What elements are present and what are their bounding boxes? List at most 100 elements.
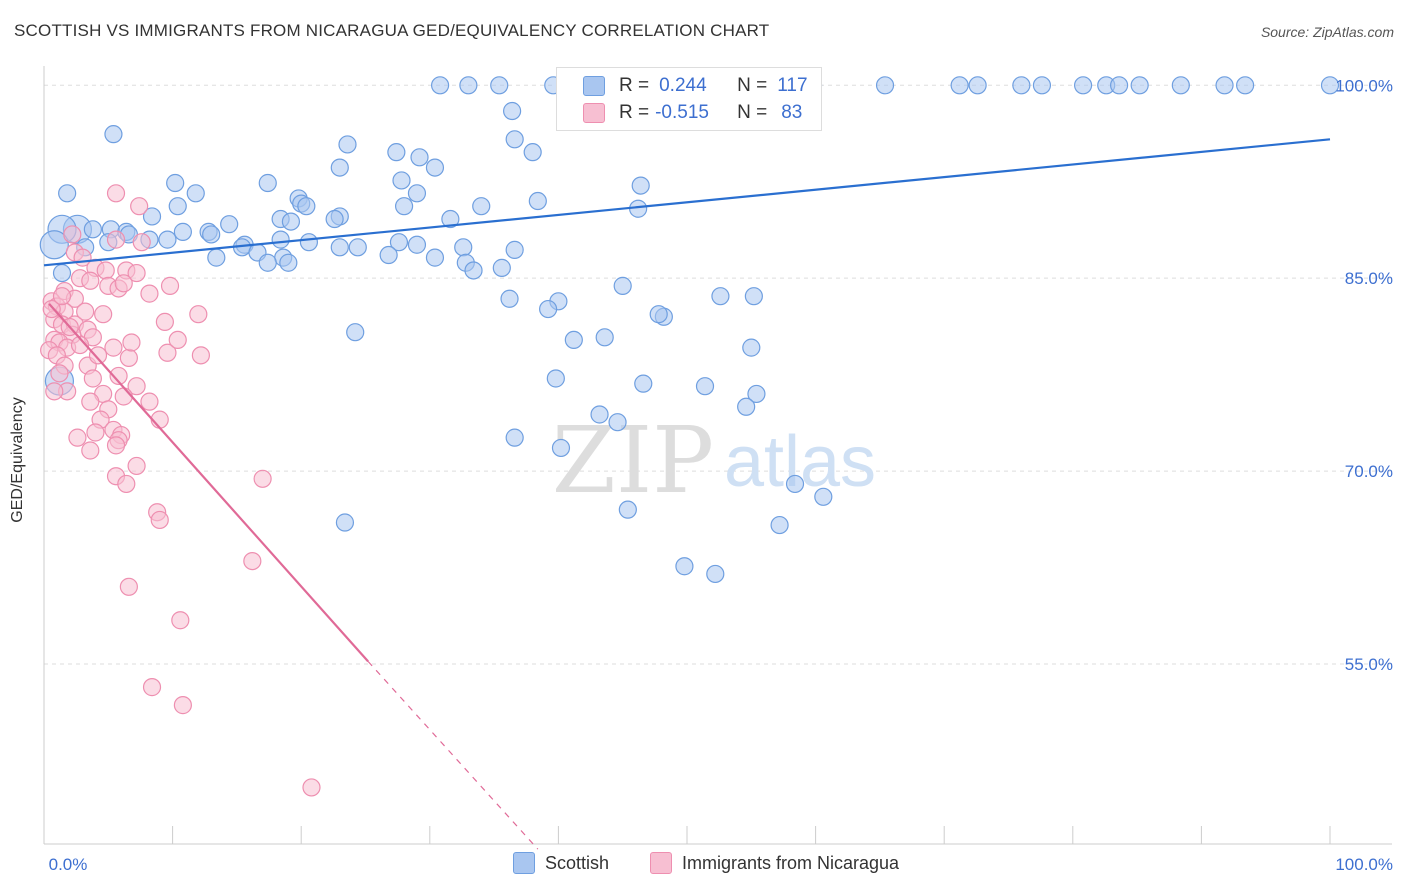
legend-label-nicaragua: Immigrants from Nicaragua xyxy=(682,852,900,873)
stats-n-label: N = xyxy=(737,75,768,96)
nicaragua-point xyxy=(119,348,138,368)
scottish-point xyxy=(785,474,805,494)
nicaragua-point xyxy=(119,577,138,596)
nicaragua-point xyxy=(171,611,190,630)
scottish-point xyxy=(104,125,123,144)
nicaragua-point xyxy=(142,678,162,697)
scottish-point xyxy=(52,263,72,283)
nicaragua-point xyxy=(88,346,108,365)
nicaragua-point xyxy=(81,392,100,411)
scottish-point xyxy=(258,253,277,272)
scottish-trend-line xyxy=(43,138,1331,267)
scottish-point xyxy=(392,171,411,190)
scottish-point xyxy=(490,76,509,95)
scottish-point xyxy=(595,328,614,347)
scottish-point xyxy=(186,184,205,203)
y-tick-label: 55.0% xyxy=(1345,655,1393,674)
scottish-point xyxy=(472,197,491,216)
nicaragua-point xyxy=(158,343,177,362)
nicaragua-point xyxy=(155,312,174,332)
scottish-point xyxy=(425,158,445,177)
scottish-point xyxy=(142,207,162,226)
nicaragua-point xyxy=(52,287,72,306)
nicaragua-point xyxy=(140,284,159,303)
nicaragua-point xyxy=(140,392,159,411)
scottish-point xyxy=(168,197,187,216)
scottish-point xyxy=(464,261,483,280)
y-tick-label: 85.0% xyxy=(1345,269,1393,288)
scottish-point xyxy=(613,276,632,295)
chart-title: SCOTTISH VS IMMIGRANTS FROM NICARAGUA GE… xyxy=(14,21,770,40)
legend-label-scottish: Scottish xyxy=(545,852,610,873)
stats-legend-box: R = 0.244 N = 117 R = -0.515 N = 83 xyxy=(556,67,822,131)
scottish-point xyxy=(158,230,177,249)
scottish-point xyxy=(564,330,583,350)
scottish-point xyxy=(505,130,524,149)
nicaragua-point xyxy=(106,230,126,249)
watermark: ZIP atlas xyxy=(552,407,876,514)
scottish-point xyxy=(492,258,511,277)
scottish-point xyxy=(747,384,766,404)
nicaragua-point xyxy=(106,436,126,455)
scottish-point xyxy=(675,557,694,576)
scottish-point xyxy=(649,305,668,324)
scottish-point xyxy=(279,253,298,272)
stats-row-nicaragua: R = -0.515 N = 83 xyxy=(557,102,802,124)
scottish-point xyxy=(389,233,409,252)
nicaragua-point xyxy=(81,441,100,460)
stats-n-value: 117 xyxy=(777,75,808,96)
y-tick-label: 100.0% xyxy=(1335,76,1393,95)
scottish-point xyxy=(1171,76,1190,95)
scottish-point xyxy=(1130,76,1149,95)
nicaragua-point xyxy=(127,263,146,283)
nicaragua-point xyxy=(168,330,187,350)
legend-swatch-blue xyxy=(513,852,535,874)
scottish-point xyxy=(695,377,715,396)
stats-swatch-pink xyxy=(583,103,605,123)
scottish-point xyxy=(271,230,290,249)
nicaragua-point xyxy=(302,778,321,797)
nicaragua-trend-line xyxy=(48,303,369,663)
stats-r-label: R = xyxy=(619,102,650,123)
scottish-point xyxy=(407,184,427,203)
scottish-point xyxy=(220,215,239,234)
nicaragua-point xyxy=(191,346,210,365)
nicaragua-point xyxy=(50,364,69,383)
scottish-point xyxy=(1012,76,1031,95)
scottish-point xyxy=(459,76,478,95)
series-scottish-points xyxy=(39,76,1340,584)
nicaragua-point xyxy=(45,382,64,401)
nicaragua-point xyxy=(70,335,90,355)
nicaragua-point xyxy=(68,428,87,447)
scottish-point xyxy=(348,238,367,257)
scottish-point xyxy=(173,222,192,241)
legend-swatch-pink xyxy=(650,852,672,874)
scottish-point xyxy=(618,500,637,519)
scottish-point xyxy=(505,428,524,447)
scottish-point xyxy=(1215,76,1234,95)
legend-item-scottish: Scottish xyxy=(513,852,609,874)
scottish-point xyxy=(711,287,730,306)
stats-r-label: R = xyxy=(619,75,650,96)
scottish-point xyxy=(430,76,450,95)
scottish-point xyxy=(281,212,301,231)
stats-n-label: N = xyxy=(737,102,768,123)
series-nicaragua-points xyxy=(40,184,321,797)
nicaragua-point xyxy=(114,274,133,293)
nicaragua-point xyxy=(150,510,169,530)
scottish-point xyxy=(425,248,445,267)
scottish-point xyxy=(346,323,365,342)
grid-lines xyxy=(44,84,1392,665)
trend-lines xyxy=(43,138,1331,850)
scottish-point xyxy=(770,515,789,535)
nicaragua-point xyxy=(76,302,95,321)
nicaragua-point xyxy=(86,423,105,442)
stats-r-value: 0.244 xyxy=(659,75,707,96)
scottish-point xyxy=(330,158,349,177)
axes xyxy=(43,66,1392,845)
nicaragua-point xyxy=(160,276,180,295)
scottish-point xyxy=(299,233,319,252)
nicaragua-point xyxy=(81,271,100,290)
scottish-point xyxy=(325,209,344,229)
